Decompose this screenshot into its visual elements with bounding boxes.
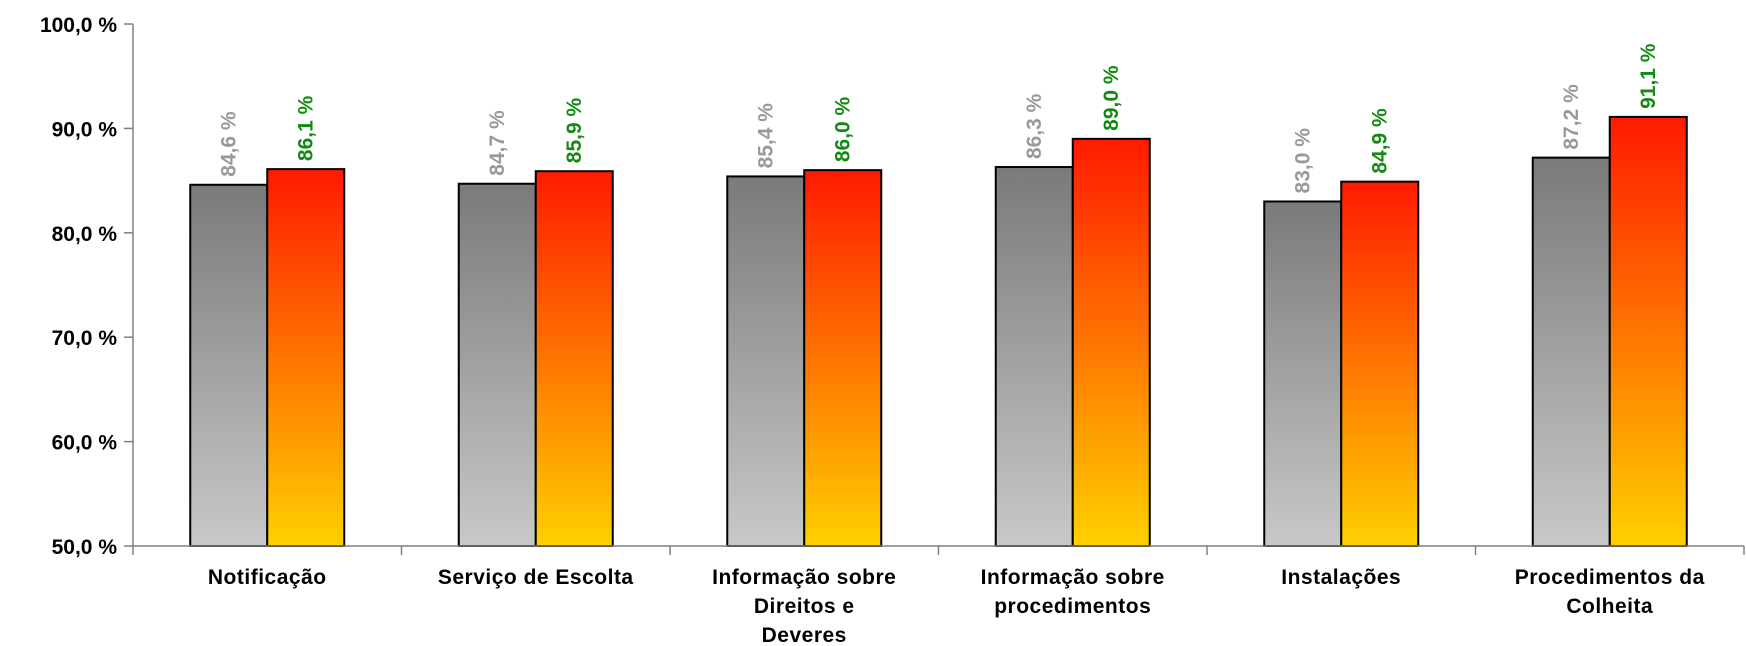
x-tick-label: Informação sobre procedimentos [981, 566, 1165, 618]
data-label: 86,0 % [832, 96, 855, 162]
y-tick-label: 50,0 % [52, 536, 118, 559]
bar-series-1 [189, 183, 269, 547]
y-tick-label: 80,0 % [52, 223, 118, 246]
x-axis: Notificação Serviço de Escolta Informação … [132, 545, 1745, 646]
bar-series-1 [994, 166, 1074, 547]
x-tick-label: Procedimentos da Colheita [1515, 566, 1705, 618]
x-tick-label-line: Direitos e [754, 595, 855, 618]
data-label: 85,9 % [563, 97, 586, 163]
y-tick-label: 90,0 % [52, 118, 118, 141]
bar-series-2 [803, 169, 883, 547]
x-tick-label-line: Procedimentos da [1515, 566, 1705, 589]
data-label: 84,6 % [218, 111, 241, 177]
x-tick-label-line: Deveres [762, 624, 847, 646]
data-label: 86,3 % [1023, 93, 1046, 159]
x-tick-label-line: Informação sobre [981, 566, 1165, 589]
x-tick-label-line: Instalações [1281, 566, 1401, 589]
bar-series-2 [1340, 180, 1420, 547]
data-label: 87,2 % [1560, 84, 1583, 150]
x-tick-label-line: Informação sobre [712, 566, 896, 589]
data-labels: 84,6 % 86,1 % 84,7 % 85,9 % 85,4 % 86,0 % 86,3… [218, 43, 1661, 193]
y-tick-label: 100,0 % [40, 14, 117, 37]
x-tick-label-line: Colheita [1566, 595, 1653, 618]
x-tick-label-line: procedimentos [994, 595, 1151, 618]
bar-series-1 [457, 182, 537, 547]
bar-series-2 [1608, 115, 1688, 548]
bar-series-2 [266, 168, 346, 547]
data-label: 86,1 % [295, 95, 318, 161]
x-tick-label: Serviço de Escolta [438, 566, 634, 589]
x-tick-label-line: Serviço de Escolta [438, 566, 634, 589]
x-tick-label: Informação sobre Direitos e Deveres [712, 566, 896, 646]
bar-series-1 [1531, 156, 1611, 548]
bar-series-1 [1263, 200, 1343, 547]
x-tick-label: Instalações [1281, 566, 1401, 589]
x-tick-label: Notificação [208, 566, 327, 589]
y-tick-label: 60,0 % [52, 432, 118, 455]
bar-series-2 [1071, 137, 1151, 547]
bars [189, 115, 1688, 548]
data-label: 91,1 % [1637, 43, 1660, 109]
data-label: 89,0 % [1100, 65, 1123, 131]
bar-series-2 [534, 170, 614, 547]
data-label: 84,9 % [1369, 108, 1392, 174]
data-label: 84,7 % [486, 110, 509, 176]
data-label: 85,4 % [755, 103, 778, 169]
x-tick-label-line: Notificação [208, 566, 327, 589]
bar-series-1 [726, 175, 806, 547]
y-tick-label: 70,0 % [52, 327, 118, 350]
y-axis: 50,0 % 60,0 % 70,0 % 80,0 % 90,0 % 100,0 % [40, 14, 134, 559]
data-label: 83,0 % [1292, 128, 1315, 194]
